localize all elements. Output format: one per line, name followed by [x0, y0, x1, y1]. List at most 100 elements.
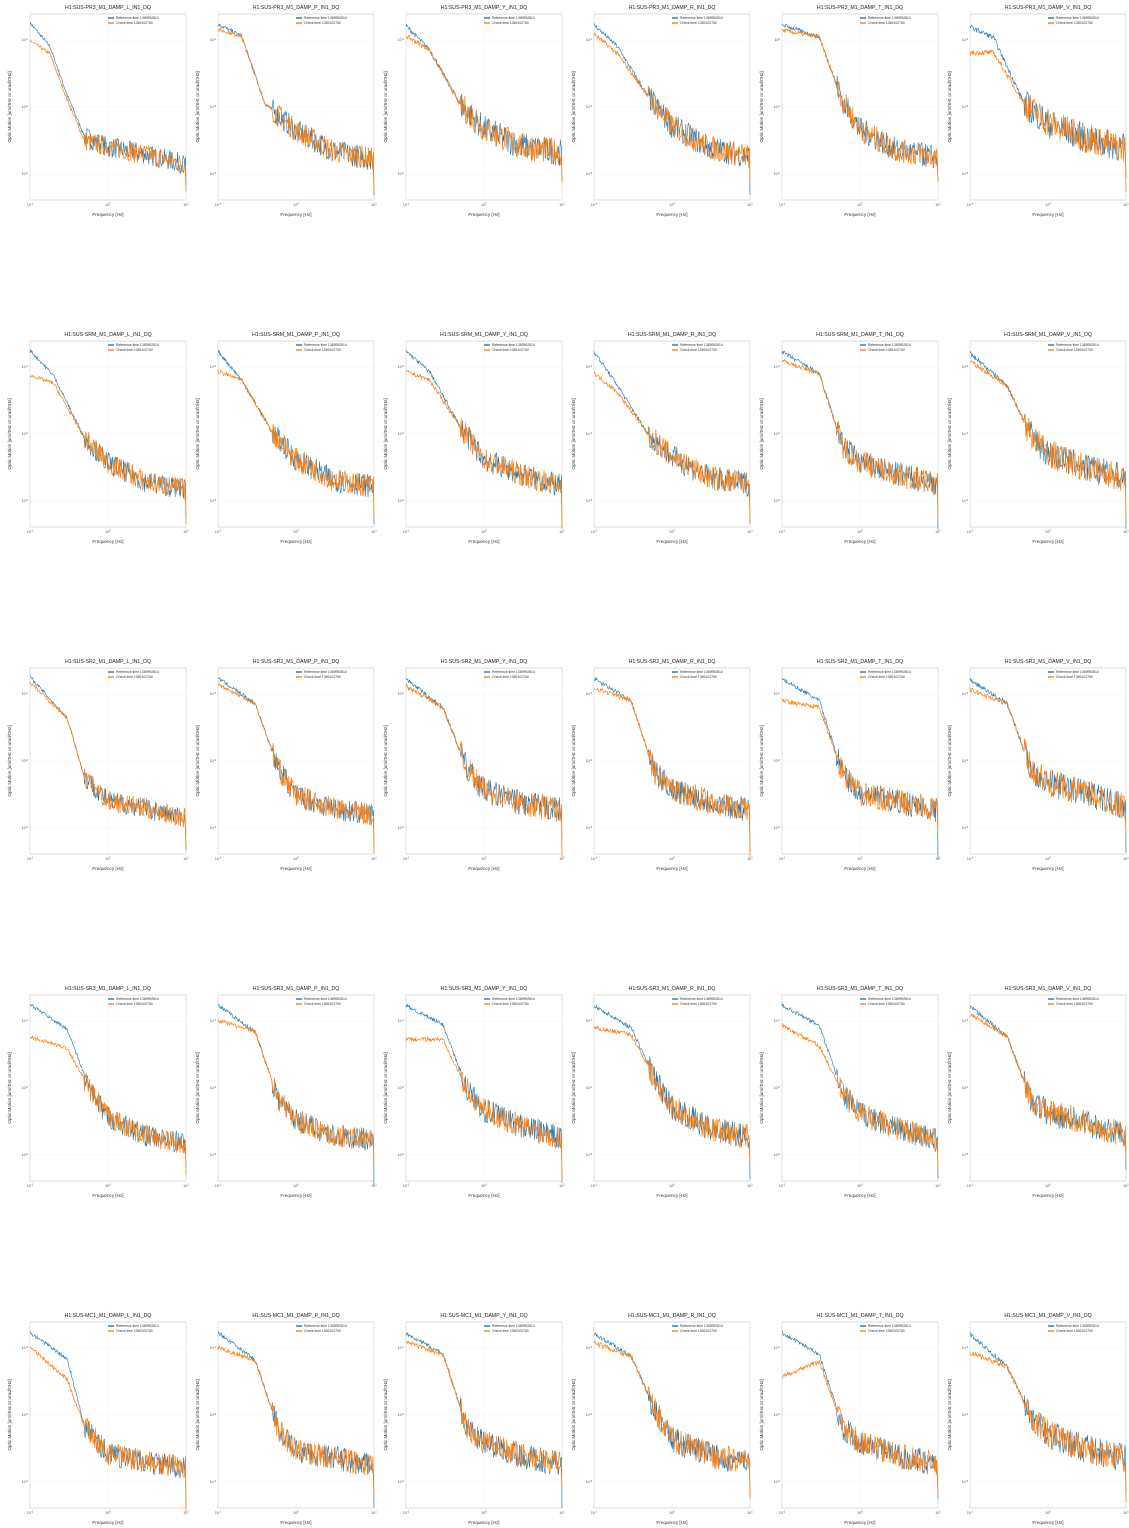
- x-tick-label: 100: [1045, 202, 1051, 207]
- legend-label: Check time 1369102760: [1056, 1329, 1093, 1333]
- y-axis-label: Optic Motion [um/rtHz or urad/rtHz]: [947, 1052, 952, 1123]
- x-tick-label: 10-1: [967, 1183, 974, 1188]
- subplot-title: H1:SUS-SR2_M1_DAMP_P_IN1_DQ: [253, 659, 340, 665]
- reference-series-line: [29, 349, 187, 518]
- psd-subplot: H1:SUS-SR3_M1_DAMP_V_IN1_DQ 10-1 100 101 10-…: [942, 983, 1129, 1201]
- x-tick-label: 100: [669, 856, 675, 861]
- check-series-line: [969, 1012, 1127, 1161]
- x-tick-label: 10-1: [27, 529, 34, 534]
- x-axis-label: Frequency [Hz]: [656, 539, 687, 544]
- x-tick-label: 100: [105, 529, 111, 534]
- legend-label: Check time 1369102760: [1056, 348, 1093, 352]
- legend-label: Check time 1369102760: [492, 675, 529, 679]
- check-series-line: [781, 28, 939, 182]
- subplot-title: H1:SUS-SRM_M1_DAMP_T_IN1_DQ: [816, 332, 904, 338]
- check-series-line: [781, 1023, 939, 1170]
- y-tick-label: 10-5: [962, 825, 969, 830]
- psd-subplot: H1:SUS-PR3_M1_DAMP_T_IN1_DQ 10-1 100 101 100…: [754, 2, 942, 220]
- y-tick-label: 10-2: [398, 691, 405, 696]
- y-axis-label: Optic Motion [um/rtHz or urad/rtHz]: [7, 71, 12, 142]
- x-tick-label: 10-1: [215, 856, 222, 861]
- y-tick-label: 10-5: [962, 171, 969, 176]
- psd-subplot: H1:SUS-SRM_M1_DAMP_R_IN1_DQ 10-1 100 101 10-…: [566, 329, 754, 547]
- subplot-title: H1:SUS-SR3_M1_DAMP_V_IN1_DQ: [1005, 986, 1092, 992]
- x-axis-label: Frequency [Hz]: [656, 212, 687, 217]
- x-axis-label: Frequency [Hz]: [468, 539, 499, 544]
- y-tick-label: 10-2: [398, 37, 405, 42]
- y-axis-label: Optic Motion [um/rtHz or urad/rtHz]: [195, 725, 200, 796]
- psd-plot: H1:SUS-PR3_M1_DAMP_L_IN1_DQ 10-1 100 101 10-…: [7, 5, 189, 217]
- y-axis-label: Optic Motion [um/rtHz or urad/rtHz]: [383, 1379, 388, 1450]
- y-tick-label: 10-3: [774, 825, 781, 830]
- subplot-title: H1:SUS-SR2_M1_DAMP_V_IN1_DQ: [1005, 659, 1092, 665]
- y-tick-label: 10-3: [210, 104, 217, 109]
- legend-label: Check time 1369102760: [304, 1329, 341, 1333]
- x-tick-label: 10-1: [967, 856, 974, 861]
- y-tick-label: 10-3: [398, 1479, 405, 1484]
- subplot-title: H1:SUS-PR3_M1_DAMP_T_IN1_DQ: [817, 5, 903, 11]
- y-tick-label: 10-3: [22, 1479, 29, 1484]
- psd-plot: H1:SUS-PR3_M1_DAMP_R_IN1_DQ 10-1 100 101 10-…: [571, 5, 753, 217]
- y-tick-label: 10-3: [398, 171, 405, 176]
- legend-label: Reference time 1369992814: [492, 997, 535, 1001]
- legend-label: Reference time 1369992814: [1056, 670, 1099, 674]
- psd-subplot: H1:SUS-MC1_M1_DAMP_L_IN1_DQ 10-1 100 101 10-…: [2, 1310, 190, 1528]
- legend-label: Check time 1369102760: [116, 21, 153, 25]
- psd-subplot: H1:SUS-SR3_M1_DAMP_L_IN1_DQ 10-1 100 101 10-…: [2, 983, 190, 1201]
- x-axis-label: Frequency [Hz]: [280, 539, 311, 544]
- y-axis-label: Optic Motion [um/rtHz or urad/rtHz]: [759, 71, 764, 142]
- check-series-line: [29, 681, 187, 850]
- psd-subplot: H1:SUS-MC1_M1_DAMP_Y_IN1_DQ 10-1 100 101 10-…: [378, 1310, 566, 1528]
- legend-label: Check time 1369102760: [492, 21, 529, 25]
- legend-label: Reference time 1369992814: [1056, 16, 1099, 20]
- y-tick-label: 10-1: [774, 364, 781, 369]
- subplot-title: H1:SUS-PR3_M1_DAMP_L_IN1_DQ: [65, 5, 151, 11]
- psd-subplot: H1:SUS-SR2_M1_DAMP_R_IN1_DQ 10-1 100 101 10-…: [566, 656, 754, 874]
- subplot-title: H1:SUS-SR3_M1_DAMP_L_IN1_DQ: [65, 986, 151, 992]
- x-tick-label: 100: [857, 856, 863, 861]
- x-tick-label: 101: [183, 529, 189, 534]
- x-tick-label: 100: [293, 202, 299, 207]
- y-tick-label: 10-2: [22, 1412, 29, 1417]
- legend-label: Reference time 1369992814: [680, 16, 723, 20]
- y-tick-label: 10-3: [774, 1152, 781, 1157]
- legend-label: Check time 1369102760: [868, 21, 905, 25]
- psd-subplot: H1:SUS-MC1_M1_DAMP_R_IN1_DQ 10-1 100 101 10-…: [566, 1310, 754, 1528]
- y-tick-label: 10-1: [22, 37, 29, 42]
- x-tick-label: 10-1: [591, 529, 598, 534]
- x-axis-label: Frequency [Hz]: [844, 1520, 875, 1525]
- x-tick-label: 10-1: [215, 202, 222, 207]
- x-tick-label: 101: [183, 856, 189, 861]
- x-tick-label: 10-1: [215, 1510, 222, 1515]
- y-axis-label: Optic Motion [um/rtHz or urad/rtHz]: [7, 1052, 12, 1123]
- psd-plot: H1:SUS-SR2_M1_DAMP_V_IN1_DQ 10-1 100 101 10-…: [947, 659, 1129, 871]
- psd-subplot: H1:SUS-SR2_M1_DAMP_P_IN1_DQ 10-1 100 101 10-…: [190, 656, 378, 874]
- subplot-title: H1:SUS-SR2_M1_DAMP_Y_IN1_DQ: [441, 659, 528, 665]
- y-tick-label: 10-1: [398, 1345, 405, 1350]
- y-tick-label: 10-1: [586, 364, 593, 369]
- check-series-line: [593, 1340, 751, 1499]
- x-axis-label: Frequency [Hz]: [844, 1193, 875, 1198]
- y-tick-label: 10-2: [210, 364, 217, 369]
- y-tick-label: 10-2: [774, 431, 781, 436]
- legend-label: Reference time 1369992814: [680, 343, 723, 347]
- y-tick-label: 10-2: [586, 431, 593, 436]
- psd-subplot: H1:SUS-MC1_M1_DAMP_V_IN1_DQ 10-1 100 101 10-…: [942, 1310, 1129, 1528]
- x-tick-label: 101: [1123, 856, 1129, 861]
- y-axis-label: Optic Motion [um/rtHz or urad/rtHz]: [571, 1379, 576, 1450]
- y-tick-label: 10-3: [398, 825, 405, 830]
- legend-label: Reference time 1369992814: [116, 670, 159, 674]
- x-tick-label: 10-1: [591, 202, 598, 207]
- x-tick-label: 101: [935, 529, 941, 534]
- legend-label: Check time 1369102760: [680, 21, 717, 25]
- y-tick-label: 10-3: [22, 825, 29, 830]
- subplot-title: H1:SUS-PR3_M1_DAMP_P_IN1_DQ: [253, 5, 340, 11]
- y-tick-label: 10-2: [774, 171, 781, 176]
- y-tick-label: 10-2: [398, 1085, 405, 1090]
- check-series-line: [29, 374, 187, 524]
